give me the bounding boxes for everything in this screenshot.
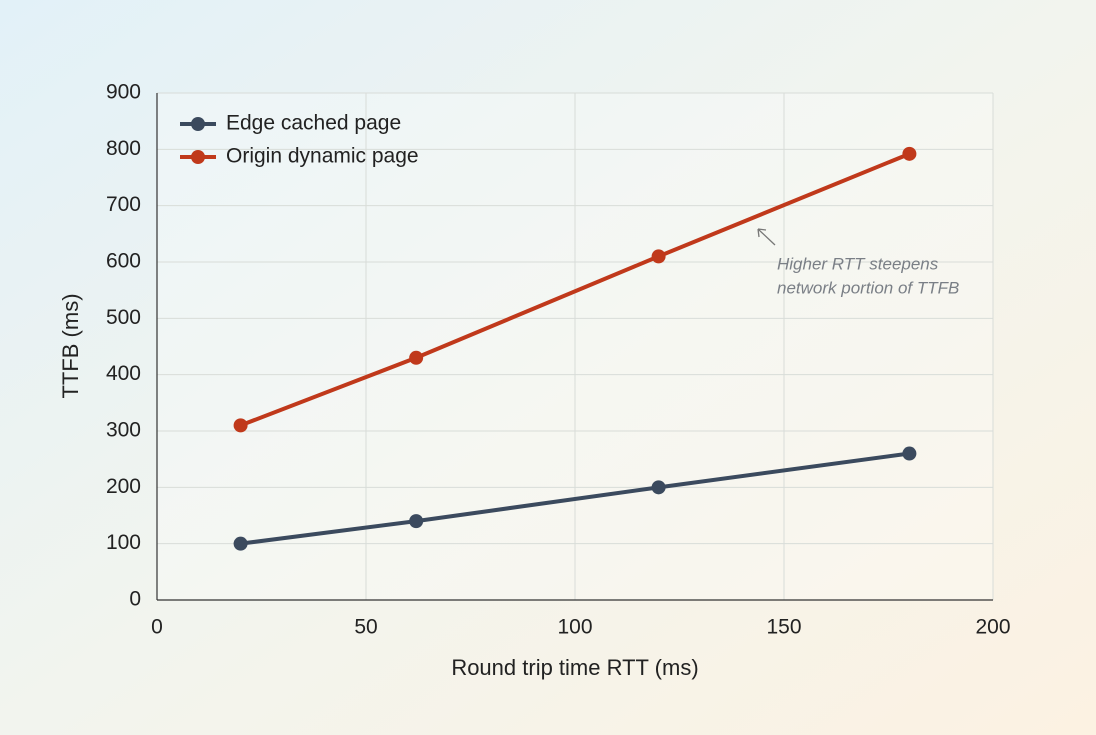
y-tick-label: 700 — [106, 193, 141, 216]
y-tick-label: 200 — [106, 475, 141, 498]
annotation: Higher RTT steepens — [777, 254, 939, 273]
y-axis-label: TTFB (ms) — [58, 293, 83, 398]
x-tick-label: 200 — [975, 616, 1010, 639]
data-point — [409, 514, 424, 529]
legend-label: Edge cached page — [226, 112, 401, 135]
y-tick-label: 0 — [129, 588, 141, 611]
legend-label: Origin dynamic page — [226, 145, 419, 168]
data-point — [902, 146, 917, 161]
data-point — [233, 418, 248, 433]
y-tick-label: 600 — [106, 250, 141, 273]
data-point — [233, 536, 248, 551]
x-axis-label: Round trip time RTT (ms) — [451, 655, 698, 680]
y-tick-label: 900 — [106, 81, 141, 104]
data-point — [651, 480, 666, 495]
x-tick-label: 50 — [354, 616, 377, 639]
legend-marker — [191, 150, 205, 164]
y-tick-label: 300 — [106, 419, 141, 442]
x-tick-label: 0 — [151, 616, 163, 639]
y-tick-label: 100 — [106, 531, 141, 554]
annotation: network portion of TTFB — [777, 278, 959, 297]
y-tick-label: 800 — [106, 137, 141, 160]
x-tick-label: 100 — [557, 616, 592, 639]
data-point — [651, 249, 666, 264]
y-tick-label: 400 — [106, 362, 141, 385]
y-tick-label: 500 — [106, 306, 141, 329]
data-point — [409, 350, 424, 365]
x-tick-label: 150 — [766, 616, 801, 639]
data-point — [902, 446, 917, 461]
annotation-arrow — [757, 228, 776, 246]
series-line — [240, 451, 910, 546]
series-line — [239, 151, 911, 428]
legend-marker — [191, 117, 205, 131]
